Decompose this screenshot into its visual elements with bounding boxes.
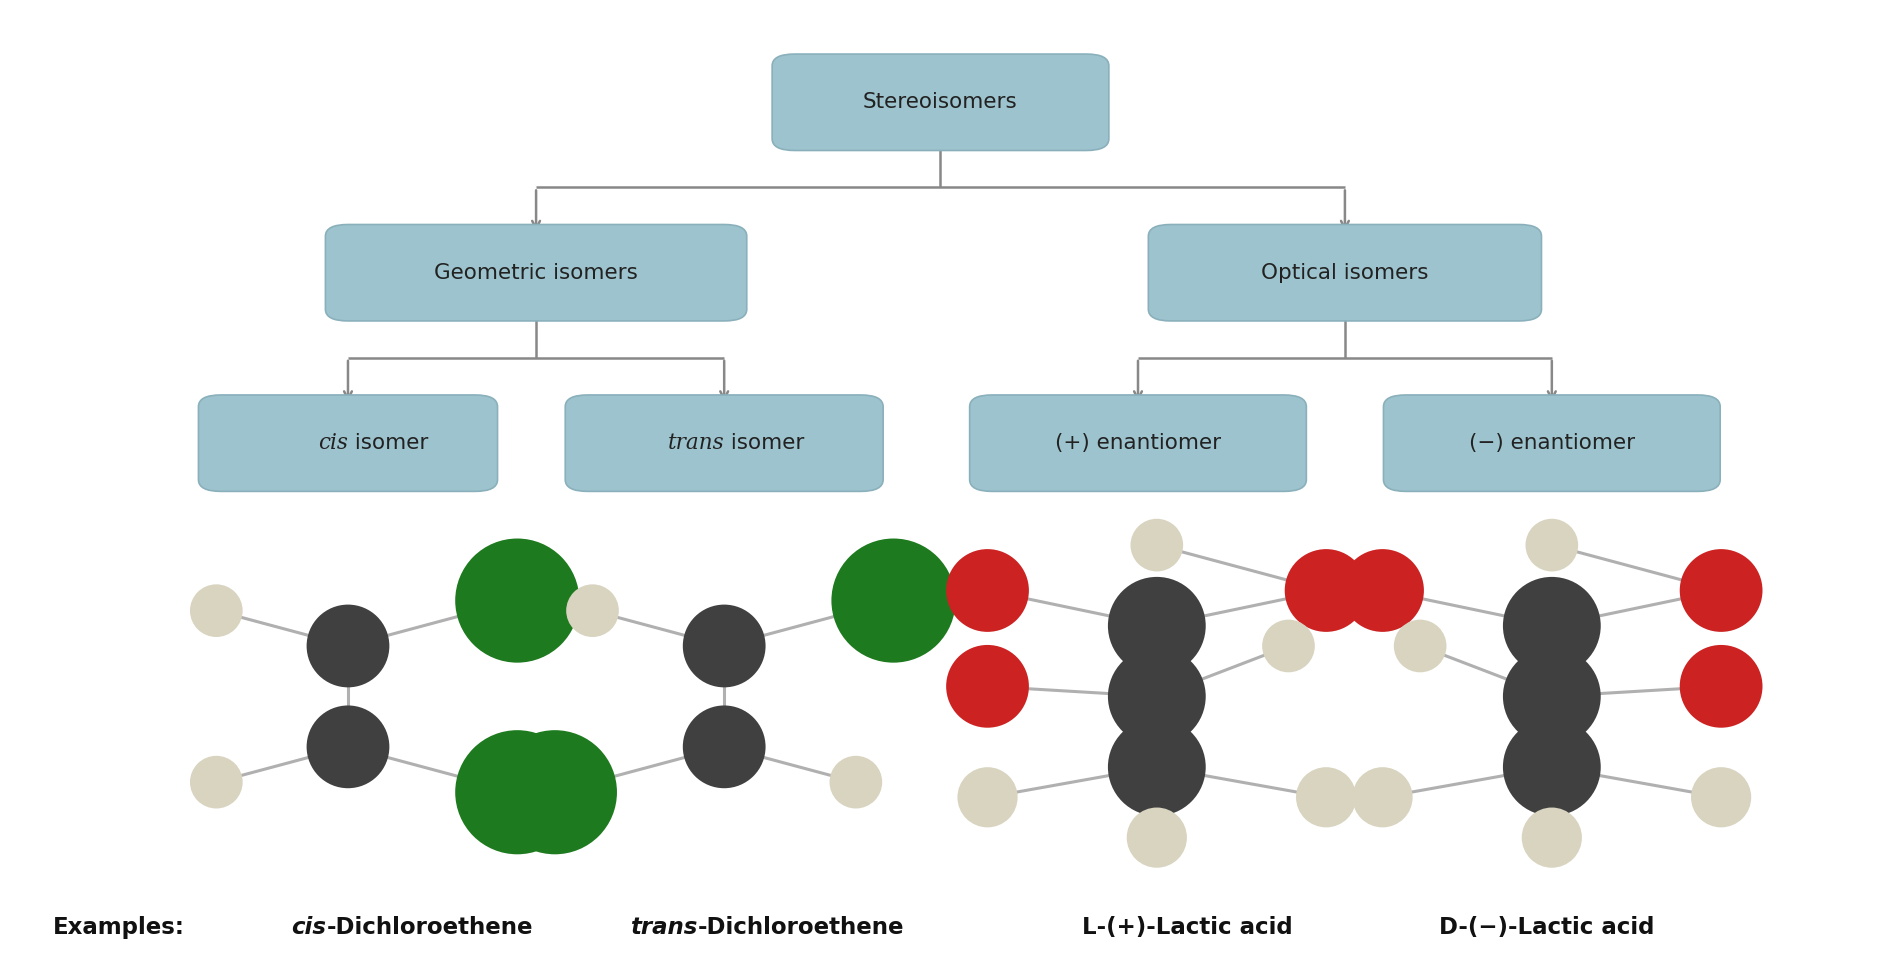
Ellipse shape — [306, 605, 389, 688]
Ellipse shape — [1690, 768, 1750, 827]
FancyBboxPatch shape — [325, 225, 746, 321]
Ellipse shape — [190, 584, 243, 637]
Ellipse shape — [1679, 549, 1762, 632]
Ellipse shape — [1107, 718, 1205, 816]
Ellipse shape — [566, 584, 619, 637]
Ellipse shape — [957, 768, 1017, 827]
Text: (+) enantiomer: (+) enantiomer — [1055, 433, 1220, 453]
Ellipse shape — [1502, 577, 1600, 675]
Ellipse shape — [1107, 577, 1205, 675]
Ellipse shape — [1393, 619, 1446, 672]
Ellipse shape — [1340, 549, 1423, 632]
Ellipse shape — [1502, 718, 1600, 816]
Ellipse shape — [455, 539, 579, 662]
FancyBboxPatch shape — [199, 395, 496, 491]
Ellipse shape — [1502, 648, 1600, 745]
Text: -Dichloroethene: -Dichloroethene — [697, 916, 904, 939]
Text: Stereoisomers: Stereoisomers — [863, 93, 1017, 112]
Ellipse shape — [831, 539, 955, 662]
Text: cis: cis — [291, 916, 327, 939]
Text: Examples:: Examples: — [53, 916, 184, 939]
Ellipse shape — [1521, 807, 1581, 868]
FancyBboxPatch shape — [771, 54, 1107, 150]
Text: -Dichloroethene: -Dichloroethene — [327, 916, 532, 939]
Ellipse shape — [1352, 768, 1412, 827]
Ellipse shape — [682, 705, 765, 788]
Text: cis: cis — [318, 432, 348, 454]
Text: D-(−)-Lactic acid: D-(−)-Lactic acid — [1438, 916, 1654, 939]
Text: isomer: isomer — [724, 433, 805, 453]
Text: Optical isomers: Optical isomers — [1260, 263, 1429, 282]
Text: L-(+)-Lactic acid: L-(+)-Lactic acid — [1081, 916, 1292, 939]
Ellipse shape — [306, 705, 389, 788]
Ellipse shape — [1107, 648, 1205, 745]
Text: isomer: isomer — [348, 433, 429, 453]
FancyBboxPatch shape — [1382, 395, 1718, 491]
Ellipse shape — [190, 756, 243, 808]
Ellipse shape — [493, 730, 617, 854]
Ellipse shape — [1261, 619, 1314, 672]
Ellipse shape — [682, 605, 765, 688]
Ellipse shape — [946, 549, 1028, 632]
Ellipse shape — [1126, 807, 1186, 868]
Text: trans: trans — [630, 916, 697, 939]
Ellipse shape — [946, 645, 1028, 728]
FancyBboxPatch shape — [970, 395, 1305, 491]
Ellipse shape — [1679, 645, 1762, 728]
Text: trans: trans — [667, 432, 724, 454]
Ellipse shape — [829, 756, 882, 808]
Ellipse shape — [1284, 549, 1367, 632]
Ellipse shape — [1525, 519, 1577, 572]
FancyBboxPatch shape — [1147, 225, 1540, 321]
FancyBboxPatch shape — [564, 395, 884, 491]
Ellipse shape — [1130, 519, 1183, 572]
Text: Geometric isomers: Geometric isomers — [434, 263, 637, 282]
Ellipse shape — [1295, 768, 1355, 827]
Ellipse shape — [455, 730, 579, 854]
Text: (−) enantiomer: (−) enantiomer — [1468, 433, 1634, 453]
